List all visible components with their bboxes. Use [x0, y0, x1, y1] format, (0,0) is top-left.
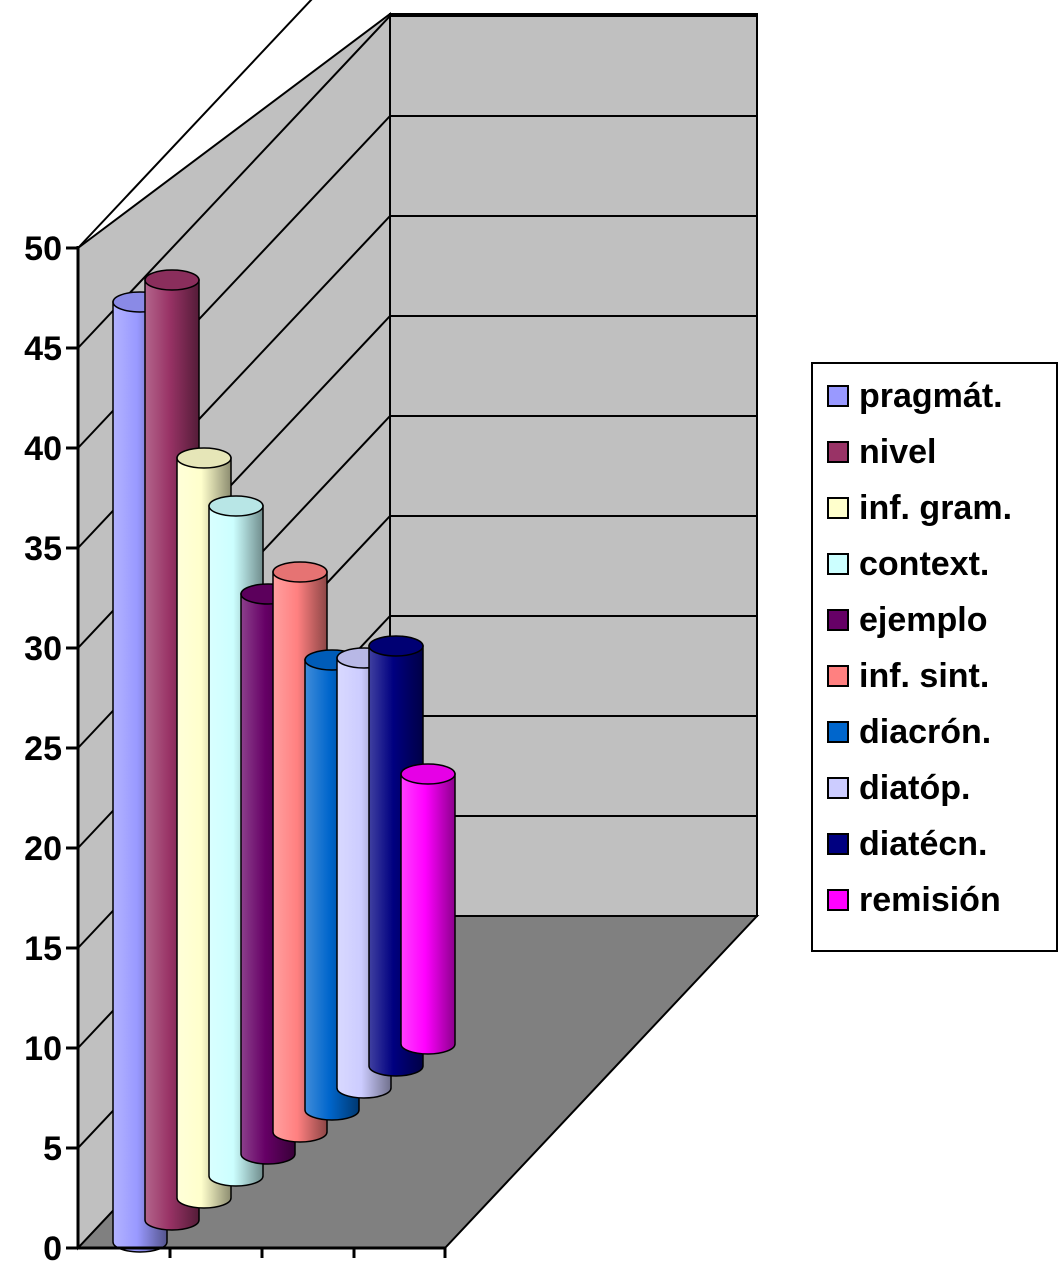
legend-swatch — [827, 777, 849, 799]
bar-top — [176, 447, 232, 469]
y-tick-label: 45 — [24, 330, 62, 368]
y-tick-label: 35 — [24, 530, 62, 568]
legend-item: pragmát. — [827, 376, 1003, 416]
bar-top — [368, 635, 424, 657]
y-tick-label: 10 — [24, 1030, 62, 1068]
bar-top — [144, 269, 200, 291]
legend-swatch — [827, 721, 849, 743]
y-tick-label: 25 — [24, 730, 62, 768]
axes — [66, 246, 447, 1258]
bar-10 — [400, 763, 456, 1055]
legend-label: ejemplo — [859, 600, 988, 639]
legend-item: nivel — [827, 432, 936, 472]
legend-item: remisión — [827, 880, 1001, 920]
y-tick-label: 30 — [24, 630, 62, 668]
legend: pragmát. nivel inf. gram. context. ejemplo in… — [811, 362, 1058, 952]
legend-label: inf. sint. — [859, 656, 990, 695]
legend-label: nivel — [859, 432, 937, 471]
legend-item: context. — [827, 544, 989, 584]
y-tick-labels: 0 5 10 15 20 25 30 35 40 45 50 — [24, 230, 62, 1266]
y-tick-label: 15 — [24, 930, 62, 968]
legend-item: inf. sint. — [827, 656, 989, 696]
legend-label: diacrón. — [859, 712, 992, 751]
y-tick-label: 0 — [43, 1230, 62, 1266]
legend-swatch — [827, 553, 849, 575]
legend-label: diatóp. — [859, 768, 971, 807]
bar-top — [272, 561, 328, 583]
bar-top — [400, 763, 456, 785]
legend-label: pragmát. — [859, 376, 1003, 415]
y-tick-label: 40 — [24, 430, 62, 468]
legend-swatch — [827, 385, 849, 407]
legend-label: inf. gram. — [859, 488, 1013, 527]
y-tick-label: 50 — [24, 230, 62, 268]
legend-item: inf. gram. — [827, 488, 1012, 528]
bar-top — [208, 495, 264, 517]
legend-swatch — [827, 833, 849, 855]
legend-swatch — [827, 441, 849, 463]
legend-label: remisión — [859, 880, 1001, 919]
legend-swatch — [827, 889, 849, 911]
gridline-side — [77, 0, 313, 249]
y-tick-label: 5 — [43, 1130, 62, 1168]
legend-swatch — [827, 497, 849, 519]
legend-item: diatóp. — [827, 768, 970, 808]
legend-swatch — [827, 609, 849, 631]
y-tick-label: 20 — [24, 830, 62, 868]
legend-swatch — [827, 665, 849, 687]
bars — [112, 269, 456, 1253]
legend-label: context. — [859, 544, 990, 583]
legend-item: diatécn. — [827, 824, 987, 864]
bar-body — [400, 773, 456, 1055]
legend-label: diatécn. — [859, 824, 988, 863]
legend-item: diacrón. — [827, 712, 991, 752]
legend-item: ejemplo — [827, 600, 987, 640]
